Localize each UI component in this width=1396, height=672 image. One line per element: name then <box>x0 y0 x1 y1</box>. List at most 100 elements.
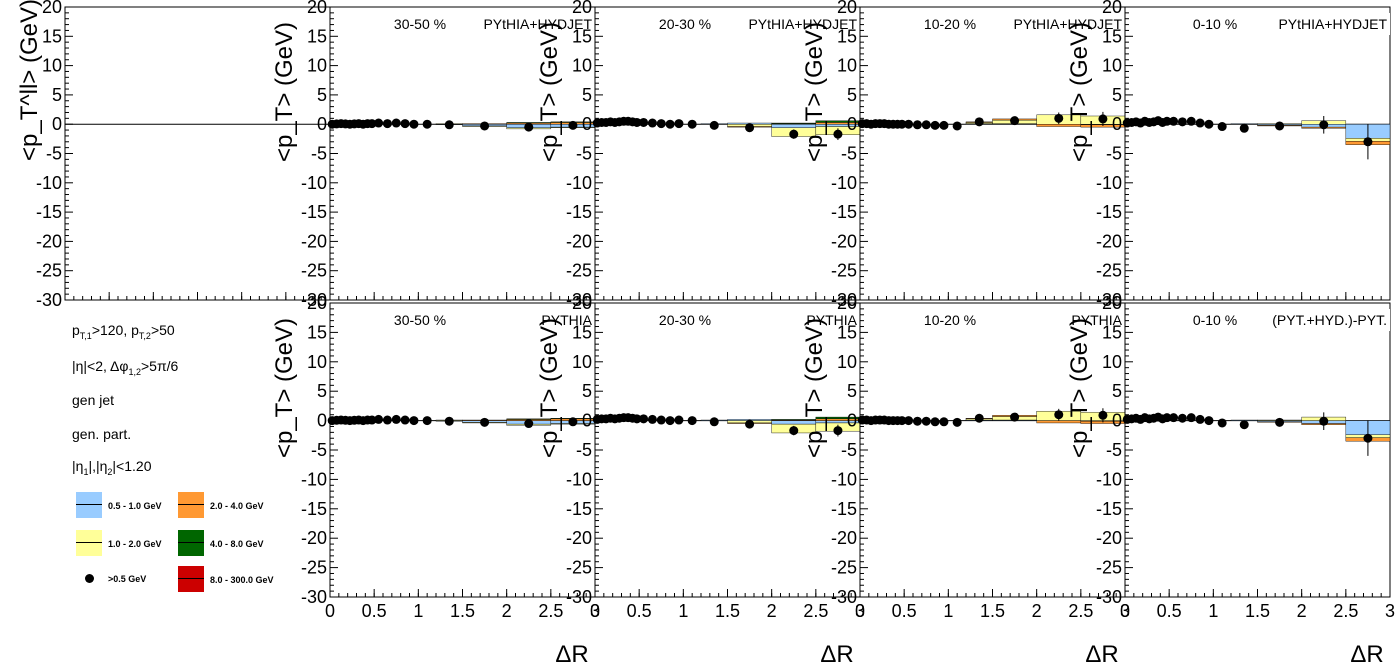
cut-eta-symbol: |η|<2, Δφ <box>72 358 129 374</box>
cut-pt1-symbol: p <box>72 322 80 338</box>
y-axis-label: <p_T> (GeV) <box>801 318 828 458</box>
x-axis-label: ΔR <box>820 641 853 668</box>
y-tick-label: -10 <box>1096 469 1122 489</box>
y-tick-label: 0 <box>52 114 62 134</box>
y-tick-label: 20 <box>1102 293 1122 313</box>
total-marker <box>1010 412 1020 422</box>
total-marker <box>382 119 392 129</box>
eta-cut-a: |η <box>72 458 84 474</box>
x-tick-label: 1.5 <box>980 601 1005 621</box>
panel-centrality-label: 10-20 % <box>924 312 976 328</box>
total-marker <box>921 120 931 130</box>
y-tick-label: 5 <box>317 85 327 105</box>
y-tick-label: 0 <box>847 114 857 134</box>
total-marker <box>374 414 384 424</box>
total-marker <box>524 419 534 429</box>
y-tick-label: -25 <box>831 558 857 578</box>
legend-label-2-4: 2.0 - 4.0 GeV <box>210 501 264 511</box>
y-tick-label: -25 <box>36 261 62 281</box>
total-marker <box>1186 116 1196 126</box>
total-marker <box>409 119 419 129</box>
y-tick-label: 15 <box>837 26 857 46</box>
total-marker <box>1186 413 1196 423</box>
eta-cut-b-sub: 2 <box>107 466 113 477</box>
x-tick-label: 2 <box>1297 601 1307 621</box>
panel-tag-bg <box>1275 13 1390 35</box>
y-tick-label: -30 <box>301 290 327 310</box>
y-axis-label: <p_T> (GeV) <box>801 22 828 162</box>
y-axis-label: <p_T> (GeV) <box>1066 318 1093 458</box>
x-tick-label: 0 <box>855 601 865 621</box>
total-marker <box>391 414 401 424</box>
y-tick-label: 20 <box>1102 0 1122 17</box>
total-marker <box>833 129 843 139</box>
y-tick-label: -25 <box>1096 261 1122 281</box>
total-marker <box>1319 416 1329 426</box>
y-tick-label: -30 <box>831 290 857 310</box>
y-tick-label: -5 <box>311 144 327 164</box>
total-marker <box>687 416 697 426</box>
total-marker <box>647 118 657 128</box>
eta-cut-a-sub: 1 <box>83 466 89 477</box>
y-tick-label: 0 <box>847 411 857 431</box>
total-marker <box>367 119 377 129</box>
x-axis-label: ΔR <box>555 641 588 668</box>
total-marker <box>374 118 384 128</box>
panel-tag-bg <box>480 309 595 331</box>
total-marker <box>632 414 642 424</box>
panel-centrality-label: 0-10 % <box>1193 312 1237 328</box>
x-tick-label: 3 <box>855 601 865 621</box>
total-marker <box>1169 413 1179 423</box>
total-marker <box>1098 114 1108 124</box>
total-marker <box>952 417 962 427</box>
eta-cut-c: |<1.20 <box>112 458 152 474</box>
total-marker <box>745 123 755 133</box>
y-tick-label: 10 <box>572 56 592 76</box>
y-tick-label: 10 <box>837 56 857 76</box>
panel-tag-label: PYtHIA+HYDJET <box>748 16 857 32</box>
total-marker <box>647 414 657 424</box>
y-tick-label: -10 <box>831 173 857 193</box>
total-marker <box>639 117 649 127</box>
total-marker <box>400 415 410 425</box>
y-tick-label: 20 <box>42 0 62 17</box>
x-tick-label: 0 <box>590 601 600 621</box>
total-marker <box>1217 418 1227 428</box>
total-marker <box>1169 116 1179 126</box>
total-marker <box>382 415 392 425</box>
panel-tag-bg <box>1010 13 1125 35</box>
total-marker <box>1195 118 1205 128</box>
y-tick-label: -20 <box>566 528 592 548</box>
y-tick-label: 20 <box>307 0 327 17</box>
y-tick-label: 0 <box>317 411 327 431</box>
total-marker <box>789 129 799 139</box>
total-marker <box>400 119 410 129</box>
panel-tag-bg <box>1275 309 1390 331</box>
y-tick-label: 10 <box>42 56 62 76</box>
y-tick-label: -20 <box>831 528 857 548</box>
total-marker <box>674 119 684 129</box>
x-tick-label: 3 <box>590 601 600 621</box>
total-marker <box>656 415 666 425</box>
y-tick-label: 0 <box>1112 411 1122 431</box>
total-marker <box>568 417 578 427</box>
total-marker <box>1217 122 1227 132</box>
x-axis-label: ΔR <box>1085 641 1118 668</box>
y-axis-label: <p_T> (GeV) <box>536 22 563 162</box>
total-marker <box>1177 413 1187 423</box>
legend-label-8-300: 8.0 - 300.0 GeV <box>210 575 274 585</box>
y-tick-label: 5 <box>582 85 592 105</box>
y-tick-label: -20 <box>301 231 327 251</box>
x-tick-label: 1.5 <box>715 601 740 621</box>
x-tick-label: 1.5 <box>1245 601 1270 621</box>
y-axis-label: <p_T> (GeV) <box>271 318 298 458</box>
y-tick-label: 10 <box>572 352 592 372</box>
total-marker <box>444 416 454 426</box>
total-marker <box>1239 123 1249 133</box>
cut-eta-sub: 1,2 <box>128 366 141 377</box>
total-marker <box>674 415 684 425</box>
total-marker <box>1054 113 1064 123</box>
total-marker <box>939 120 949 130</box>
y-tick-label: -20 <box>301 528 327 548</box>
